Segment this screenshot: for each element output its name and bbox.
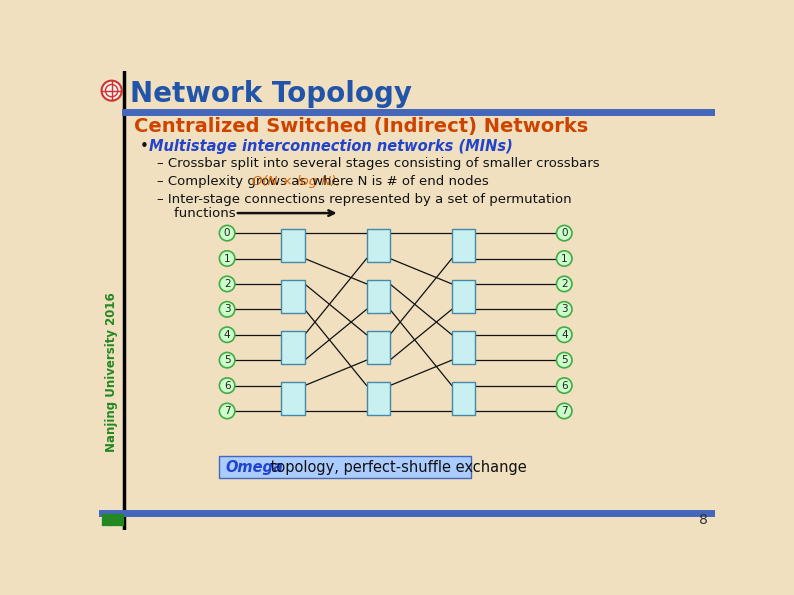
Circle shape — [219, 302, 235, 317]
Bar — [110, 518, 113, 521]
Circle shape — [557, 327, 572, 343]
Bar — [281, 331, 305, 364]
Bar — [105, 518, 107, 521]
Text: 1: 1 — [561, 253, 568, 264]
Text: •: • — [140, 139, 148, 154]
Text: Network Topology: Network Topology — [130, 80, 412, 108]
Bar — [281, 280, 305, 313]
Text: topology, perfect-shuffle exchange: topology, perfect-shuffle exchange — [266, 460, 526, 475]
Circle shape — [219, 226, 235, 241]
Bar — [121, 514, 123, 517]
Bar — [118, 514, 121, 517]
Text: 2: 2 — [224, 279, 230, 289]
Text: 1: 1 — [224, 253, 230, 264]
Circle shape — [219, 251, 235, 266]
Bar — [367, 280, 390, 313]
Text: – Inter-stage connections represented by a set of permutation: – Inter-stage connections represented by… — [157, 193, 572, 206]
Bar — [452, 331, 475, 364]
Text: functions: functions — [157, 206, 236, 220]
Text: 7: 7 — [224, 406, 230, 416]
Bar — [102, 518, 104, 521]
Bar — [110, 514, 113, 517]
Circle shape — [557, 276, 572, 292]
Bar — [367, 382, 390, 415]
Text: Centralized Switched (Indirect) Networks: Centralized Switched (Indirect) Networks — [134, 117, 588, 136]
Text: 4: 4 — [561, 330, 568, 340]
Bar — [114, 522, 115, 525]
Bar — [219, 456, 472, 478]
Bar — [110, 522, 113, 525]
Text: 7: 7 — [561, 406, 568, 416]
Circle shape — [219, 327, 235, 343]
Bar — [105, 522, 107, 525]
Text: where N is # of end nodes: where N is # of end nodes — [308, 175, 488, 188]
Text: 3: 3 — [561, 304, 568, 314]
Bar — [281, 382, 305, 415]
Bar — [114, 514, 115, 517]
Bar — [452, 280, 475, 313]
Circle shape — [557, 226, 572, 241]
Circle shape — [557, 302, 572, 317]
Bar — [102, 522, 104, 525]
Circle shape — [219, 276, 235, 292]
Circle shape — [102, 81, 121, 101]
Bar — [116, 514, 118, 517]
Text: O(N × log N),: O(N × log N), — [252, 175, 341, 188]
Bar — [367, 331, 390, 364]
Circle shape — [219, 403, 235, 419]
Circle shape — [557, 378, 572, 393]
Text: 4: 4 — [224, 330, 230, 340]
Text: 0: 0 — [561, 228, 568, 238]
Bar — [118, 522, 121, 525]
Circle shape — [219, 352, 235, 368]
Text: – Complexity grows as: – Complexity grows as — [157, 175, 311, 188]
Circle shape — [557, 403, 572, 419]
Text: 5: 5 — [561, 355, 568, 365]
Text: 2: 2 — [561, 279, 568, 289]
Circle shape — [557, 251, 572, 266]
Bar — [118, 518, 121, 521]
Bar — [108, 518, 110, 521]
Circle shape — [219, 378, 235, 393]
Text: Omega: Omega — [225, 460, 283, 475]
Bar — [367, 229, 390, 262]
Text: 0: 0 — [224, 228, 230, 238]
Bar — [121, 522, 123, 525]
Bar — [116, 518, 118, 521]
Text: Multistage interconnection networks (MINs): Multistage interconnection networks (MIN… — [148, 139, 513, 154]
Text: – Crossbar split into several stages consisting of smaller crossbars: – Crossbar split into several stages con… — [157, 157, 600, 170]
Text: 8: 8 — [700, 513, 708, 527]
Text: 6: 6 — [561, 381, 568, 390]
Bar — [281, 229, 305, 262]
Bar — [105, 514, 107, 517]
Text: 3: 3 — [224, 304, 230, 314]
Text: Nanjing University 2016: Nanjing University 2016 — [105, 292, 118, 452]
Bar — [108, 514, 110, 517]
Text: 6: 6 — [224, 381, 230, 390]
Bar — [121, 518, 123, 521]
Bar — [116, 522, 118, 525]
Bar — [102, 514, 104, 517]
Text: 5: 5 — [224, 355, 230, 365]
Bar — [108, 522, 110, 525]
Bar — [114, 518, 115, 521]
Circle shape — [557, 352, 572, 368]
Bar — [452, 229, 475, 262]
Bar — [452, 382, 475, 415]
